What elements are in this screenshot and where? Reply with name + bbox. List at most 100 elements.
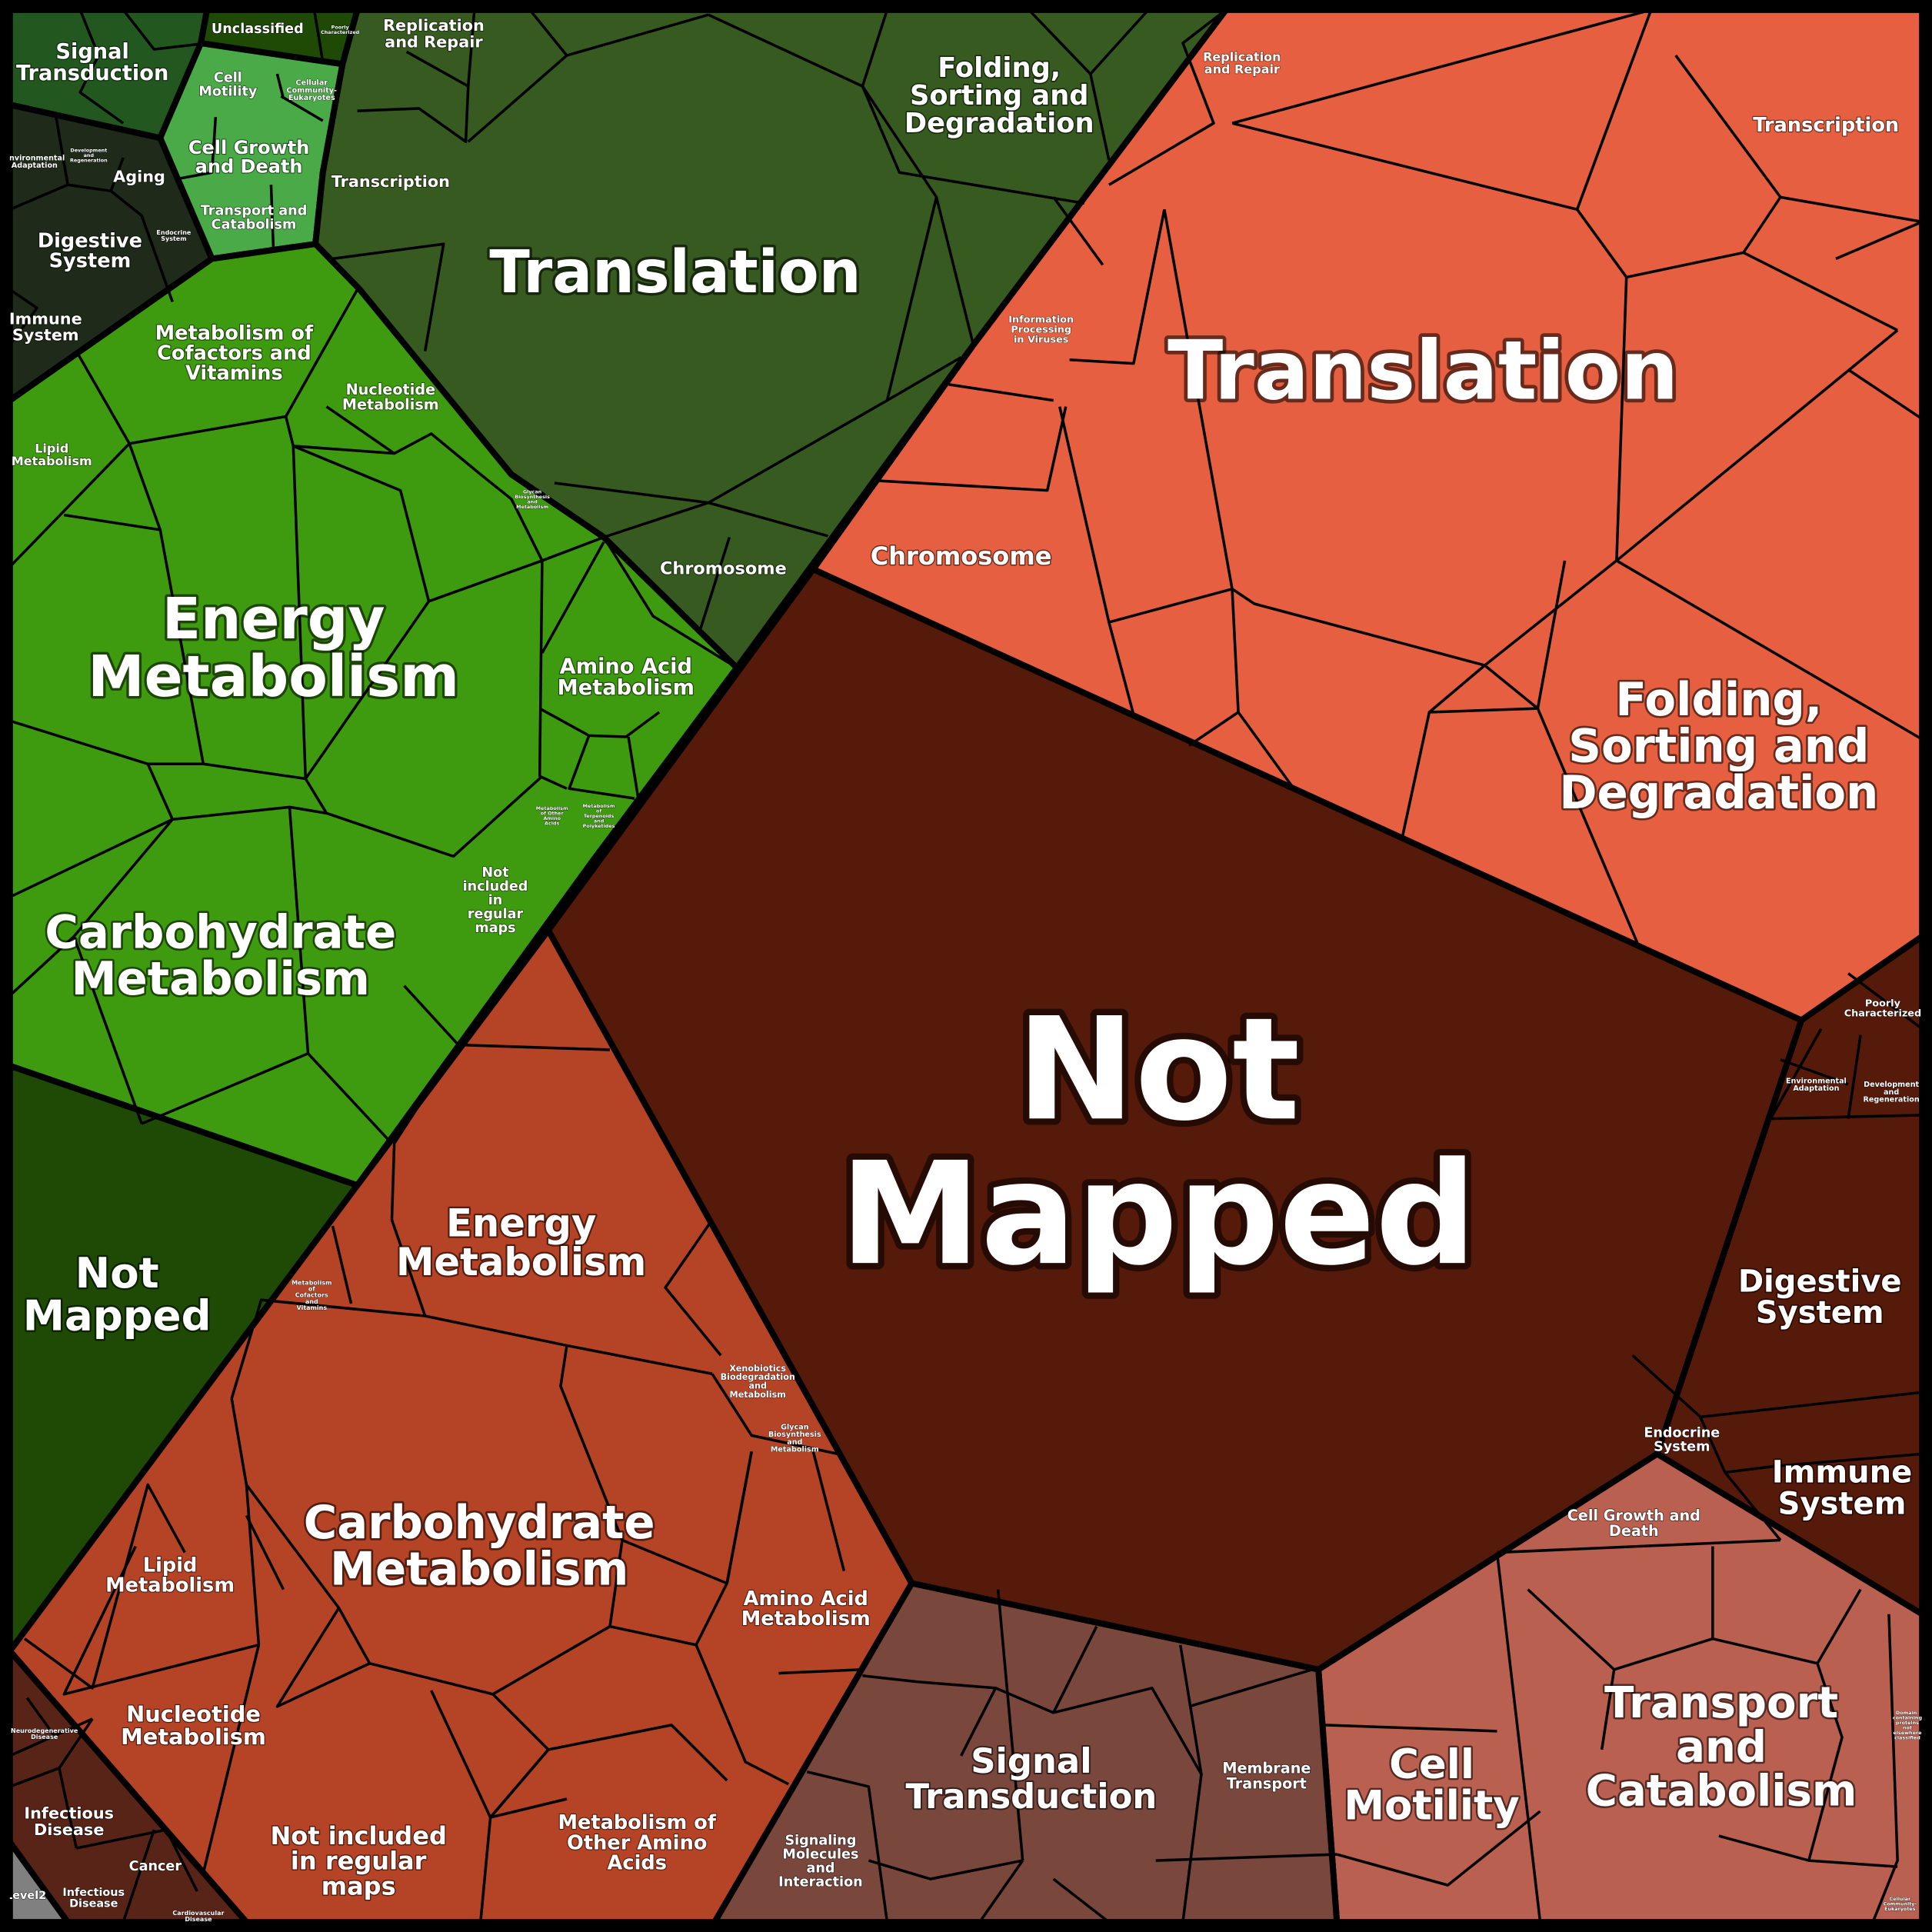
label-line: Polyketides [583, 823, 615, 829]
label-line: Degradation [1559, 766, 1878, 819]
label-line: Development [70, 148, 107, 154]
label-line: Amino Acid [744, 1587, 868, 1611]
label-line: Eukaryotes [288, 94, 335, 102]
label-green-not-included: Not included in regular maps [463, 865, 528, 936]
label-line: Cell Growth and [1567, 1507, 1700, 1524]
label-line: Endocrine [156, 229, 192, 236]
label-line: Metabolism [105, 1574, 235, 1597]
label-line: Motility [1344, 1783, 1519, 1830]
label-line: Biosynthesis [768, 1431, 821, 1439]
label-red-environmental-adaptation: Environmental Adaptation [1786, 1077, 1847, 1093]
label-line: System [1756, 1295, 1884, 1331]
label-line: Lipid [143, 1554, 198, 1577]
label-line: Cellular [1890, 1896, 1911, 1902]
label-red-signal-transduction: Signal Transduction [906, 1740, 1158, 1817]
label-green-digestive-system: Digestive System [38, 229, 142, 272]
label-line: Glycan [523, 488, 542, 495]
label-line: and Death [195, 155, 303, 177]
label-red-nucleotide: Nucleotide Metabolism [121, 1701, 266, 1750]
label-line: Characterized [321, 29, 360, 35]
label-line: Immune [1772, 1455, 1913, 1491]
label-green-endocrine-system: Endocrine System [156, 229, 192, 242]
label-line: Signal [55, 40, 129, 64]
label-line: Metabolism of [558, 1811, 716, 1834]
label-line: Cell [214, 70, 242, 85]
label-line: Death [1609, 1522, 1659, 1540]
label-green-glycan: Glycan Biosynthesis and Metabolism [515, 488, 550, 510]
label-line: Eukaryotes [1884, 1906, 1916, 1912]
label-red-poorly-characterized: Poorly Characterized [1844, 998, 1921, 1020]
label-line: and [806, 1860, 834, 1876]
label-line: Community- [1884, 1900, 1917, 1907]
label-line: and [305, 1298, 318, 1305]
label-line: Not [75, 1248, 159, 1297]
label-line: Amino [543, 815, 561, 821]
label-red-cellular-community: Cellular Community-Eukaryotes [1884, 1896, 1917, 1912]
label-line: Development [1864, 1081, 1919, 1089]
label-line: System [12, 326, 79, 345]
label-line: Transport [1227, 1774, 1307, 1792]
label-line: Mapped [840, 1132, 1477, 1297]
label-line: and [594, 818, 605, 824]
label-green-nucleotide: Nucleotide Metabolism [342, 381, 439, 414]
label-line: Metabolism [291, 1279, 331, 1286]
label-line: Metabolism of [155, 321, 314, 345]
label-line: Molecules [782, 1847, 858, 1862]
label-line: Transduction [906, 1776, 1158, 1817]
label-line: Not [481, 865, 509, 881]
label-line: maps [475, 921, 515, 936]
label-line: Regeneration [1864, 1096, 1920, 1104]
label-red-endocrine-system: Endocrine System [1644, 1426, 1720, 1455]
label-line: Disease [69, 1898, 118, 1910]
label-red-transport-catabolism: Transport and Catabolism [1586, 1678, 1857, 1816]
label-line: and [1884, 1088, 1899, 1097]
label-line: Sorting and [910, 80, 1089, 112]
label-red-membrane-transport: Membrane Transport [1222, 1760, 1311, 1793]
label-green-terpenoids: Metabolism of Terpenoids and Polyketides [583, 803, 615, 829]
labels: Signal Transduction Unclassified Poorly Ch… [4, 15, 1923, 1923]
label-line: Metabolism [536, 805, 568, 811]
label-line: Infectious [62, 1887, 125, 1899]
label-line: Poorly [331, 24, 350, 30]
label-green-chromosome: Chromosome [660, 559, 787, 579]
label-green-energy: Energy Metabolism [88, 587, 459, 710]
label-line: Sorting and [1568, 720, 1869, 773]
label-green-transcription: Transcription [331, 172, 450, 191]
label-line: Signaling [784, 1833, 856, 1848]
label-green-environmental-adaptation: Environmental Adaptation [4, 154, 65, 170]
label-line: maps [321, 1871, 396, 1900]
label-line: and [748, 1381, 767, 1391]
label-line: and Repair [385, 32, 483, 51]
label-red-other-amino: Metabolism of Other Amino Acids [558, 1811, 716, 1874]
label-line: System [49, 250, 132, 273]
label-green-immune-system: Immune System [9, 309, 82, 344]
label-red-folding: Folding, Sorting and Degradation [1559, 673, 1878, 819]
label-line: System [1654, 1440, 1710, 1455]
label-line: Acids [545, 821, 559, 827]
label-line: Metabolism [88, 645, 459, 710]
label-red-neurodegenerative: Neurodegenerative Disease [11, 1727, 78, 1740]
label-line: Metabolism [730, 1390, 786, 1400]
label-line: Metabolism [330, 1543, 628, 1596]
label-line: Cell Growth [188, 137, 310, 158]
label-line: Energy [162, 587, 385, 652]
label-line: Cofactors and [157, 341, 311, 365]
label-line: Interaction [778, 1874, 863, 1890]
label-red-cardiovascular: Cardiovascular Disease [172, 1910, 224, 1923]
label-line: Vitamins [297, 1304, 328, 1311]
label-line: Chromosome [871, 541, 1052, 571]
label-green-cell-growth: Cell Growth and Death [188, 137, 310, 178]
label-green-other-amino: Metabolism of Other Amino Acids [536, 805, 568, 827]
label-line: Cofactors [295, 1292, 328, 1299]
label-line: and [787, 1438, 802, 1447]
label-line: Digestive [1738, 1264, 1902, 1299]
label-line: Terpenoids [584, 813, 615, 819]
label-green-cellular-community: Cellular Community-Eukaryotes [287, 79, 338, 103]
label-line: Metabolism [72, 952, 370, 1005]
label-red-chromosome: Chromosome [871, 541, 1052, 571]
label-line: Metabolism [396, 1240, 646, 1284]
label-line: Domain- [1896, 1710, 1919, 1716]
label-line: and [1676, 1722, 1767, 1772]
label-line: Cardiovascular [172, 1910, 224, 1917]
